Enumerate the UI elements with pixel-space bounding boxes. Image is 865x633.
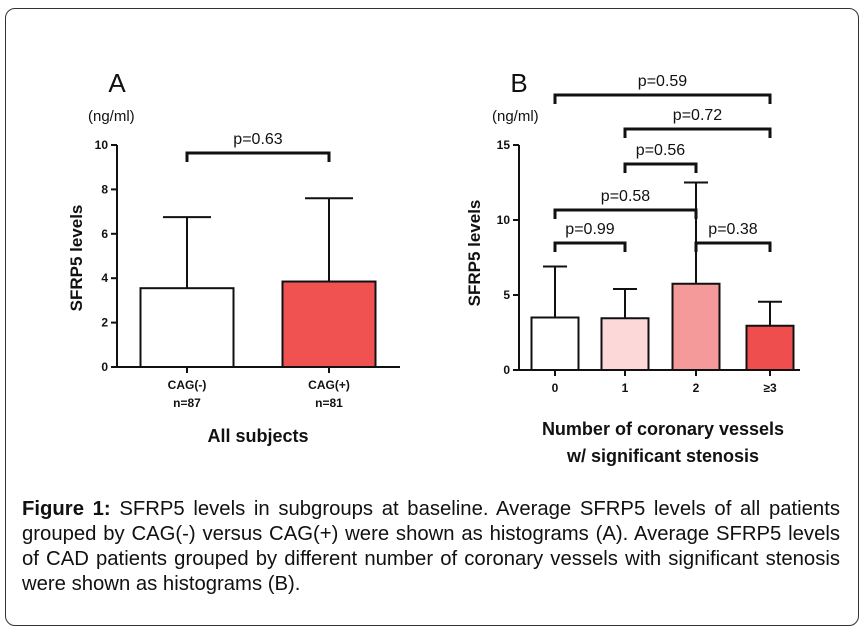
- panel-b-label: B: [510, 68, 527, 98]
- bar: [745, 324, 795, 371]
- x-tick-label: CAG(+): [308, 378, 350, 392]
- bar: [600, 317, 650, 371]
- x-tick-label: ≥3: [763, 381, 777, 395]
- bar: [671, 282, 721, 371]
- pvalue-bracket: [623, 162, 698, 173]
- y-tick-label: 10: [95, 138, 109, 152]
- x-tick-note: n=87: [173, 396, 201, 410]
- bar: [139, 287, 235, 368]
- panel-b-xlabel-line2: w/ significant stenosis: [566, 446, 759, 466]
- y-tick-label: 10: [497, 213, 511, 227]
- y-tick-label: 0: [101, 360, 108, 374]
- pvalue-label: p=0.63: [233, 131, 282, 148]
- y-tick-label: 2: [101, 316, 108, 330]
- figure-caption: Figure 1: SFRP5 levels in subgroups at b…: [22, 497, 840, 597]
- pvalue-bracket: [694, 241, 772, 252]
- x-tick-label: 2: [693, 381, 700, 395]
- bar: [281, 280, 377, 368]
- pvalue-bracket: [553, 208, 698, 219]
- y-tick-label: 5: [503, 288, 510, 302]
- panel-b-unit: (ng/ml): [492, 108, 539, 125]
- caption-text: SFRP5 levels in subgroups at baseline. A…: [22, 498, 840, 595]
- pvalue-label: p=0.99: [565, 221, 614, 238]
- panel-b-ylabel: SFRP5 levels: [465, 200, 484, 307]
- panel-a-unit: (ng/ml): [88, 108, 135, 125]
- pvalue-label: p=0.56: [636, 142, 685, 159]
- x-tick-note: n=81: [315, 396, 343, 410]
- x-tick-label: 0: [552, 381, 559, 395]
- pvalue-label: p=0.38: [708, 221, 757, 238]
- pvalue-bracket: [623, 127, 772, 138]
- panel-a-label: A: [108, 68, 126, 98]
- caption-label: Figure 1:: [22, 498, 111, 520]
- pvalue-bracket: [553, 93, 772, 104]
- panel-a-xlabel: All subjects: [207, 426, 308, 446]
- y-tick-label: 15: [497, 138, 511, 152]
- y-tick-label: 8: [101, 182, 108, 196]
- pvalue-bracket: [553, 241, 627, 252]
- y-tick-label: 4: [101, 271, 108, 285]
- figure-charts: A (ng/ml) SFRP5 levels All subjects 0 2 4 6…: [67, 68, 800, 466]
- y-tick-label: 6: [101, 227, 108, 241]
- bar: [530, 316, 580, 371]
- panel-b: 0 5 10 15 0 1 2 ≥3 p=0.59 p=0.72 p=0.56 p=0.58 p=0.9…: [497, 73, 800, 395]
- panel-b-xlabel-line1: Number of coronary vessels: [542, 419, 784, 439]
- pvalue-bracket: [185, 151, 331, 162]
- x-tick-label: 1: [622, 381, 629, 395]
- panel-a-ylabel: SFRP5 levels: [67, 205, 86, 312]
- y-tick-label: 0: [503, 363, 510, 377]
- panel-a: 0 2 4 6 8 10 CAG(-) n=87 CAG(+) n=81 p=0.63: [95, 131, 400, 410]
- pvalue-label: p=0.72: [673, 107, 722, 124]
- pvalue-label: p=0.58: [601, 188, 650, 205]
- x-tick-label: CAG(-): [168, 378, 207, 392]
- pvalue-label: p=0.59: [638, 73, 687, 90]
